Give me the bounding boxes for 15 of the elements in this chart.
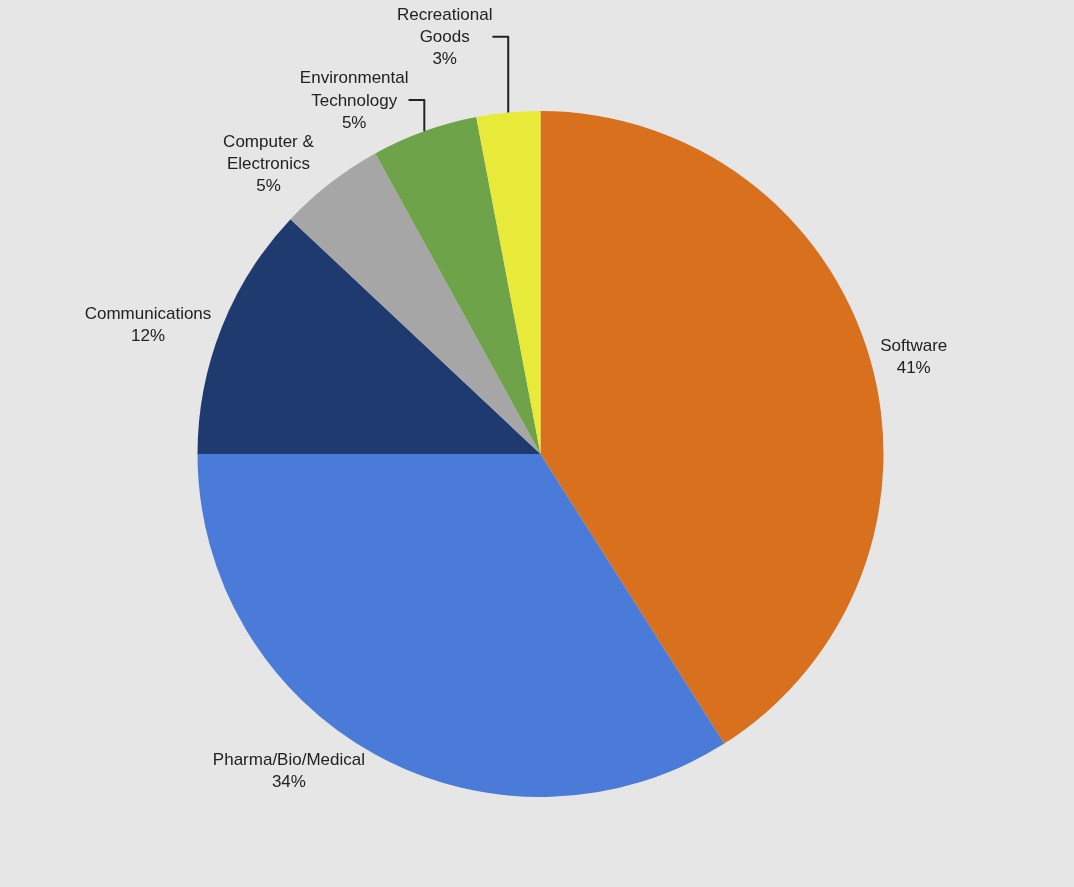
- slice-label: Pharma/Bio/Medical: [212, 749, 365, 769]
- slice-label: Computer & Electronics: [223, 131, 315, 173]
- data-label: 5%: [341, 112, 367, 132]
- data-label: 34%: [271, 771, 306, 791]
- slice-label: Software: [880, 336, 948, 356]
- slice-label: Communications: [84, 304, 212, 324]
- data-label: 3%: [432, 49, 457, 69]
- data-label: 5%: [256, 175, 281, 195]
- pie-slice: [197, 454, 725, 797]
- data-label: 41%: [896, 358, 931, 378]
- data-label: 12%: [130, 326, 166, 346]
- pie-slice: [476, 111, 541, 454]
- pie-slice: [375, 117, 541, 454]
- slice-label: Environmental Technology: [299, 68, 409, 110]
- slice-label: Recreational Goods: [396, 5, 493, 47]
